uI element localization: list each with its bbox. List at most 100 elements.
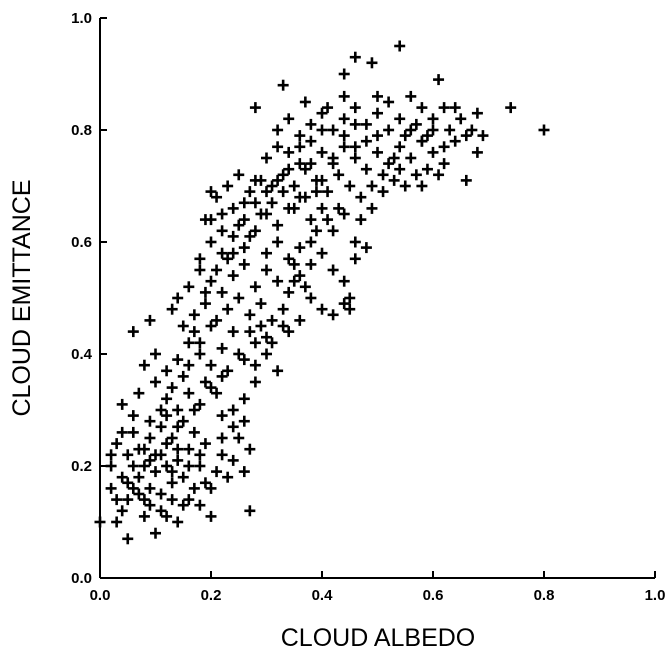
data-point xyxy=(216,370,228,382)
data-point xyxy=(327,264,339,276)
data-point xyxy=(227,326,239,338)
data-point xyxy=(421,130,433,142)
data-point xyxy=(349,118,361,130)
data-point xyxy=(427,124,439,136)
data-point xyxy=(216,225,228,237)
data-point xyxy=(466,124,478,136)
data-point xyxy=(144,482,156,494)
data-point xyxy=(349,102,361,114)
data-point xyxy=(272,219,284,231)
data-point xyxy=(166,303,178,315)
data-point xyxy=(194,499,206,511)
data-point xyxy=(272,174,284,186)
data-point xyxy=(360,242,372,254)
data-point xyxy=(238,415,250,427)
axis-ticks: 0.0 0.2 0.4 0.6 0.8 1.0 0.0 0.2 0.4 0.6 0.8 1.0 xyxy=(71,10,665,604)
data-point xyxy=(322,186,334,198)
data-point xyxy=(427,113,439,125)
data-point xyxy=(199,298,211,310)
data-point xyxy=(355,191,367,203)
y-tick-label: 0.2 xyxy=(71,458,92,475)
data-point xyxy=(177,415,189,427)
data-point xyxy=(416,102,428,114)
data-point xyxy=(222,303,234,315)
data-point xyxy=(227,421,239,433)
data-point xyxy=(166,432,178,444)
data-point xyxy=(438,102,450,114)
data-point xyxy=(333,202,345,214)
data-point xyxy=(183,443,195,455)
data-point xyxy=(172,443,184,455)
data-point xyxy=(194,264,206,276)
data-point xyxy=(122,494,134,506)
data-point xyxy=(238,393,250,405)
data-point xyxy=(155,505,167,517)
plot-area xyxy=(99,18,655,579)
x-axis-title: CLOUD ALBEDO xyxy=(281,624,476,652)
y-axis-title: CLOUD EMITTANCE xyxy=(8,179,36,416)
data-point xyxy=(127,460,139,472)
data-point xyxy=(349,152,361,164)
data-point xyxy=(316,303,328,315)
data-point xyxy=(471,146,483,158)
data-point xyxy=(338,130,350,142)
data-point xyxy=(166,477,178,489)
data-point xyxy=(266,197,278,209)
data-point xyxy=(255,320,267,332)
data-point xyxy=(416,135,428,147)
data-point xyxy=(227,202,239,214)
data-point xyxy=(377,169,389,181)
data-point xyxy=(261,186,272,198)
data-point xyxy=(283,326,295,338)
data-point xyxy=(338,113,350,125)
data-point xyxy=(122,533,134,545)
data-point xyxy=(183,460,195,472)
data-point xyxy=(316,107,328,119)
data-point xyxy=(338,68,350,80)
data-point xyxy=(388,152,400,164)
data-point xyxy=(299,281,311,293)
data-point xyxy=(238,214,250,226)
x-tick-label: 0.4 xyxy=(312,587,334,604)
data-point xyxy=(266,337,278,349)
data-point xyxy=(161,510,173,522)
data-point xyxy=(127,426,139,438)
data-point xyxy=(216,449,228,461)
data-point xyxy=(305,158,317,170)
data-point xyxy=(244,230,256,242)
data-point xyxy=(288,202,300,214)
data-point xyxy=(116,505,128,517)
data-point xyxy=(227,270,239,282)
data-point xyxy=(227,454,239,466)
data-point xyxy=(216,286,228,298)
data-point xyxy=(138,359,150,371)
data-point xyxy=(188,426,200,438)
data-point xyxy=(161,410,173,422)
data-point xyxy=(255,298,267,310)
data-point xyxy=(222,180,234,192)
data-point xyxy=(233,432,245,444)
data-point xyxy=(199,438,211,450)
data-point xyxy=(388,174,400,186)
data-point xyxy=(266,180,278,192)
data-point xyxy=(316,146,328,158)
data-point xyxy=(177,499,189,511)
data-point xyxy=(155,404,167,416)
data-point xyxy=(194,253,206,265)
data-point xyxy=(161,365,173,377)
data-point xyxy=(327,309,339,321)
data-point xyxy=(205,320,217,332)
data-point xyxy=(277,79,289,91)
data-point xyxy=(155,449,167,461)
data-point xyxy=(288,258,300,270)
x-tick-label: 0.6 xyxy=(423,587,444,604)
data-point xyxy=(405,152,417,164)
data-point xyxy=(150,348,161,360)
data-point xyxy=(244,443,256,455)
data-point xyxy=(177,320,189,332)
data-point xyxy=(133,471,145,483)
data-point xyxy=(172,354,184,366)
data-point xyxy=(238,197,250,209)
data-point xyxy=(194,348,206,360)
data-point xyxy=(155,421,167,433)
